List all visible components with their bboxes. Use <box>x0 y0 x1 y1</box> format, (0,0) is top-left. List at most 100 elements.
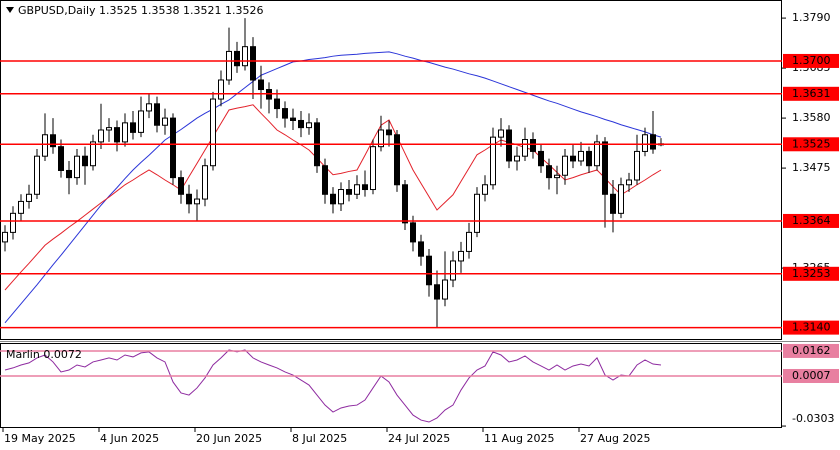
candle-body <box>258 79 264 91</box>
chart-title: GBPUSD,Daily 1.3525 1.3538 1.3521 1.3526 <box>18 4 263 17</box>
level-label: 0.0007 <box>792 369 831 382</box>
candle-body <box>202 165 208 200</box>
indicator-line <box>4 349 662 423</box>
x-tick-label: 20 Jun 2025 <box>196 432 262 445</box>
candle-body <box>610 193 616 214</box>
level-label: 1.3140 <box>792 321 831 334</box>
candle-body <box>178 177 184 195</box>
x-tick-label: 8 Jul 2025 <box>292 432 347 445</box>
candle-body <box>522 139 528 157</box>
candle-body <box>418 241 424 257</box>
candle-body <box>506 129 512 162</box>
candle-body <box>26 193 32 202</box>
level-label: 1.3253 <box>792 267 831 280</box>
candle-body <box>634 150 640 181</box>
candle-body <box>378 129 384 148</box>
candle-body <box>50 134 56 148</box>
candle-body <box>274 98 280 110</box>
indicator-line <box>4 51 662 324</box>
candle-body <box>474 193 480 233</box>
candle-body <box>410 222 416 243</box>
candle-body <box>58 146 64 171</box>
candle-body <box>130 122 136 133</box>
candle-body <box>498 129 504 138</box>
candle-body <box>594 141 600 167</box>
candle-body <box>602 141 608 195</box>
candle-body <box>562 155 568 176</box>
candle-body <box>450 260 456 281</box>
candle-body <box>338 189 344 205</box>
level-label-box <box>783 213 839 228</box>
level-label: 0.0162 <box>792 344 831 357</box>
candle-body <box>546 165 552 179</box>
candle-body <box>234 50 240 67</box>
candle-body <box>482 184 488 195</box>
indicator-title: Marlin 0.0072 <box>6 348 82 361</box>
candle-body <box>194 198 200 205</box>
candle-body <box>2 231 8 243</box>
candle-body <box>170 117 176 179</box>
y-tick-label: 1.3475 <box>792 161 831 174</box>
level-label-box <box>783 266 839 281</box>
candle-body <box>626 179 632 186</box>
candle-body <box>90 141 96 167</box>
candle-body <box>650 134 656 150</box>
candle-body <box>322 165 328 195</box>
candle-body <box>282 108 288 119</box>
candle-body <box>122 122 128 143</box>
candle-body <box>578 150 584 162</box>
candle-body <box>250 46 256 81</box>
candle-body <box>466 231 472 252</box>
candle-body <box>426 255 432 286</box>
candle-body <box>370 146 376 191</box>
level-label: 1.3525 <box>792 137 831 150</box>
candle-body <box>66 169 72 179</box>
candle-body <box>586 150 592 167</box>
x-tick-label: 24 Jul 2025 <box>388 432 450 445</box>
y-tick-label: 1.3790 <box>792 11 831 24</box>
candle-body <box>154 103 160 126</box>
candle-body <box>554 174 560 179</box>
x-tick-label: 4 Jun 2025 <box>100 432 159 445</box>
candle-body <box>82 155 88 167</box>
candle-body <box>354 184 360 195</box>
candle-body <box>642 134 648 152</box>
candle-body <box>346 189 352 195</box>
candle-body <box>570 155 576 162</box>
candle-body <box>34 155 40 195</box>
candle-body <box>98 129 104 143</box>
candle-body <box>394 134 400 186</box>
candle-body <box>242 46 248 67</box>
candle-body <box>386 129 392 136</box>
candle-body <box>210 98 216 167</box>
y-tick-label: 1.3580 <box>792 111 831 124</box>
candle-body <box>114 127 120 143</box>
candle-body <box>514 155 520 162</box>
candle-body <box>434 284 440 300</box>
candle-body <box>226 50 232 81</box>
x-tick-label: 19 May 2025 <box>4 432 76 445</box>
symbol-marker <box>6 7 14 13</box>
candle-body <box>162 117 168 126</box>
level-label-box <box>783 368 839 383</box>
candle-body <box>458 250 464 262</box>
level-label-box <box>783 343 839 358</box>
candle-body <box>18 200 24 214</box>
candle-body <box>138 110 144 133</box>
candle-body <box>538 150 544 167</box>
level-label-box <box>783 53 839 68</box>
y-tick-label: -0.0303 <box>792 412 834 425</box>
level-label: 1.3631 <box>792 87 831 100</box>
candle-body <box>530 139 536 152</box>
candle-body <box>10 212 16 233</box>
level-label: 1.3700 <box>792 54 831 67</box>
candle-body <box>74 155 80 179</box>
candle-body <box>298 119 304 129</box>
level-label: 1.3364 <box>792 214 831 227</box>
candle-body <box>146 103 152 112</box>
x-tick-label: 11 Aug 2025 <box>484 432 554 445</box>
main-panel <box>0 0 782 340</box>
candle-body <box>306 122 312 129</box>
